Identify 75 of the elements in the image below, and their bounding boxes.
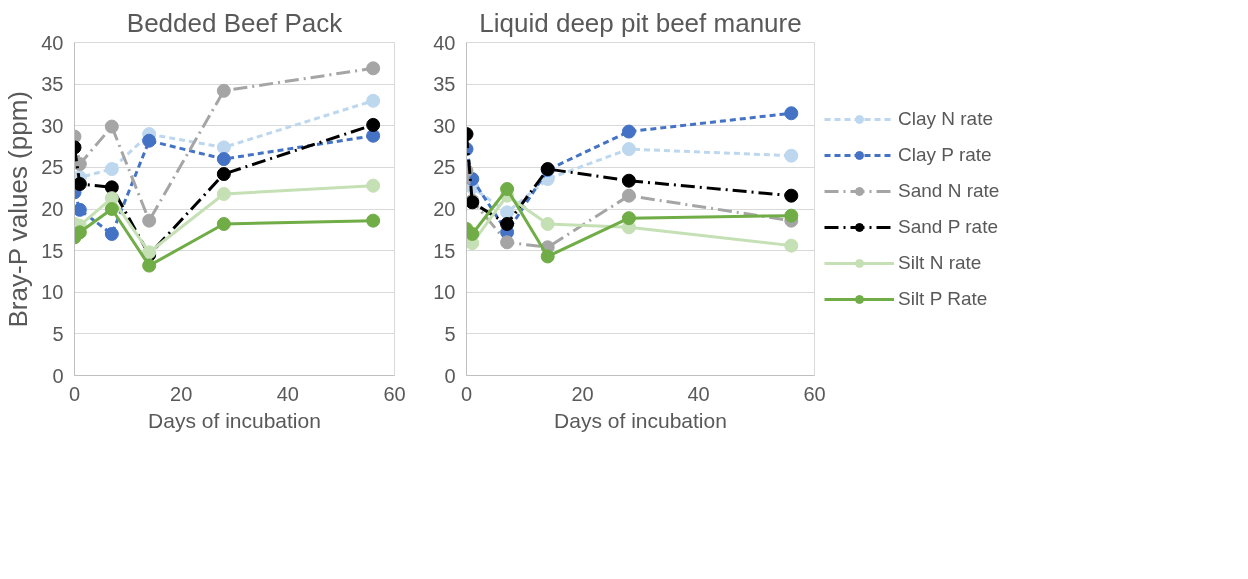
- point: [104, 226, 119, 241]
- point: [500, 235, 515, 250]
- point: [216, 83, 231, 98]
- point: [366, 178, 381, 193]
- point: [74, 177, 87, 192]
- x-tick-label: 0: [460, 382, 473, 405]
- x-tick-label: 40: [276, 382, 299, 405]
- chart-title: Bedded Beef Pack: [126, 7, 344, 38]
- point: [366, 117, 381, 132]
- point: [366, 93, 381, 108]
- legend-label: Clay P rate: [898, 143, 992, 166]
- legend-label: Clay N rate: [898, 107, 994, 130]
- point: [540, 217, 555, 231]
- y-tick-label: 25: [433, 156, 456, 179]
- point: [784, 148, 799, 163]
- point: [74, 202, 87, 217]
- point: [466, 226, 480, 241]
- point: [74, 225, 87, 240]
- point: [366, 213, 381, 228]
- point: [500, 217, 515, 231]
- point: [104, 119, 119, 134]
- point: [216, 140, 231, 155]
- point: [142, 258, 157, 273]
- point: [621, 188, 636, 203]
- point: [104, 202, 119, 216]
- x-tick-label: 60: [803, 382, 826, 405]
- y-tick-label: 35: [433, 73, 456, 96]
- y-tick-label: 10: [41, 281, 64, 304]
- point: [621, 211, 636, 226]
- point: [784, 208, 799, 223]
- point: [500, 182, 515, 197]
- legend-label: Silt P Rate: [898, 287, 988, 310]
- point: [621, 142, 636, 157]
- point: [500, 205, 515, 220]
- y-tick-label: 0: [444, 364, 456, 387]
- point: [142, 133, 157, 148]
- point: [216, 187, 231, 201]
- point: [216, 167, 231, 182]
- y-tick-label: 10: [433, 281, 456, 304]
- y-tick-label: 40: [41, 31, 64, 54]
- point: [621, 124, 636, 139]
- y-tick-label: 30: [41, 114, 64, 137]
- legend-label: Sand P rate: [898, 215, 999, 238]
- x-axis-title: Days of incubation: [148, 408, 321, 432]
- point: [540, 249, 555, 264]
- point: [784, 238, 799, 253]
- y-tick-label: 15: [433, 239, 456, 262]
- y-tick-label: 0: [52, 364, 64, 387]
- point: [784, 188, 799, 203]
- point: [142, 213, 157, 228]
- point: [104, 162, 119, 177]
- y-tick-label: 20: [41, 198, 64, 220]
- x-tick-label: 20: [170, 382, 193, 405]
- x-tick-label: 20: [571, 382, 594, 405]
- y-tick-label: 5: [52, 322, 64, 345]
- y-tick-label: 5: [444, 322, 456, 345]
- y-tick-label: 15: [41, 239, 64, 262]
- y-axis-title: Bray-P values (ppm): [3, 90, 34, 328]
- y-tick-label: 35: [41, 73, 64, 96]
- y-tick-label: 30: [433, 114, 456, 137]
- point: [216, 152, 231, 167]
- y-tick-label: 25: [41, 156, 64, 179]
- x-tick-label: 60: [383, 382, 406, 405]
- legend-label: Sand N rate: [898, 179, 1000, 202]
- chart-title: Liquid deep pit beef manure: [479, 7, 802, 38]
- legend-label: Silt N rate: [898, 251, 982, 274]
- x-tick-label: 0: [68, 382, 81, 405]
- point: [784, 106, 799, 121]
- point: [216, 217, 231, 231]
- point: [621, 173, 636, 188]
- point: [366, 61, 381, 76]
- x-tick-label: 40: [687, 382, 710, 405]
- y-tick-label: 20: [433, 198, 456, 220]
- x-axis-title: Days of incubation: [554, 408, 727, 432]
- y-tick-label: 40: [433, 31, 456, 54]
